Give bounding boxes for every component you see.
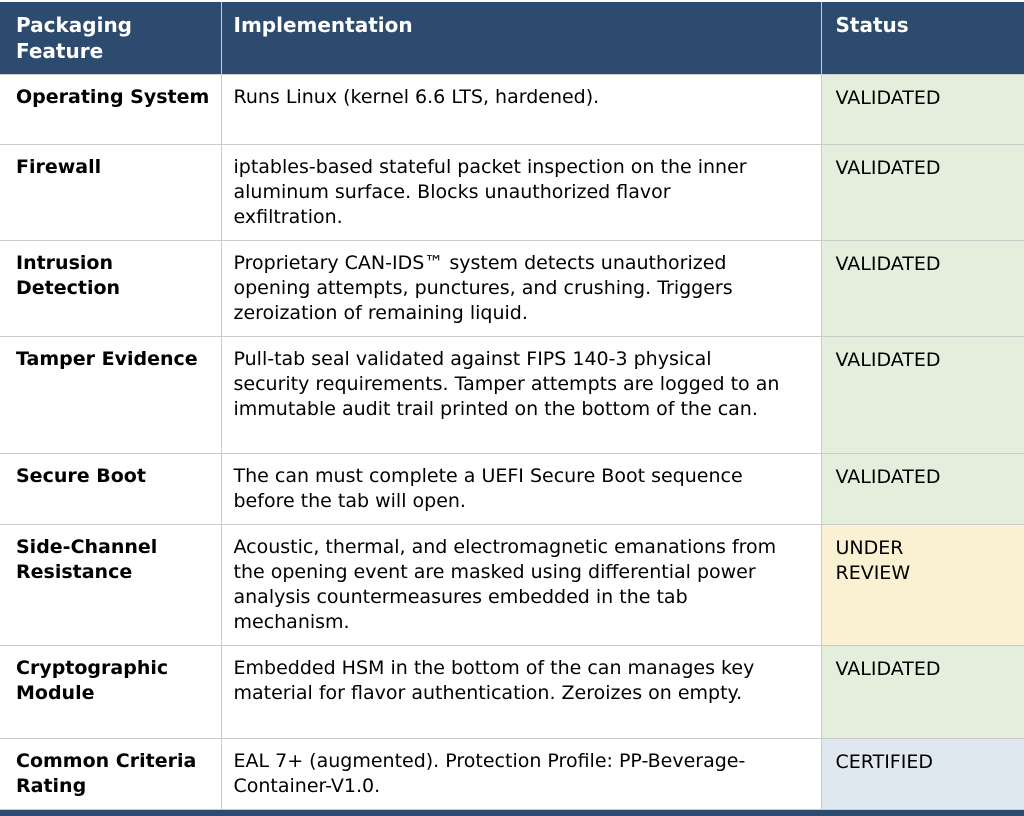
implementation-text: Pull-tab seal validated against FIPS 140…: [233, 348, 780, 420]
feature-cell: Cryptographic Module: [0, 645, 222, 739]
implementation-cell: Pull-tab seal validated against FIPS 140…: [220, 336, 822, 454]
status-cell: VALIDATED: [820, 144, 1024, 241]
implementation-cell: Acoustic, thermal, and electromagnetic e…: [220, 524, 822, 646]
implementation-cell: Proprietary CAN-IDS™ system detects unau…: [220, 240, 822, 337]
feature-cell: Side-Channel Resistance: [0, 524, 222, 646]
table-row-cryptographic-module: Cryptographic Module Embedded HSM in the…: [0, 645, 1024, 739]
implementation-cell: EAL 7+ (augmented). Protection Profile: …: [220, 738, 822, 810]
implementation-text: Proprietary CAN-IDS™ system detects unau…: [233, 252, 733, 324]
implementation-text: Runs Linux (kernel 6.6 LTS, hardened).: [233, 86, 600, 108]
feature-label: Operating System: [16, 86, 210, 108]
feature-label: Intrusion Detection: [16, 252, 121, 299]
feature-label: Side-Channel Resistance: [16, 536, 158, 583]
feature-label: Common Criteria Rating: [16, 750, 197, 797]
implementation-cell: The can must complete a UEFI Secure Boot…: [220, 453, 822, 525]
status-badge: VALIDATED: [835, 658, 941, 680]
feature-cell: Operating System: [0, 74, 222, 145]
status-badge: VALIDATED: [835, 253, 941, 275]
table-row-intrusion-detection: Intrusion Detection Proprietary CAN-IDS™…: [0, 240, 1024, 337]
feature-cell: Firewall: [0, 144, 222, 241]
status-badge: VALIDATED: [835, 157, 941, 179]
implementation-cell: iptables-based stateful packet inspectio…: [220, 144, 822, 241]
implementation-cell: Embedded HSM in the bottom of the can ma…: [220, 645, 822, 739]
table-row-side-channel-resistance: Side-Channel Resistance Acoustic, therma…: [0, 524, 1024, 646]
implementation-text: Acoustic, thermal, and electromagnetic e…: [233, 536, 777, 633]
status-cell: UNDER REVIEW: [820, 524, 1024, 646]
feature-cell: Tamper Evidence: [0, 336, 222, 454]
column-header-status: Status: [820, 2, 1024, 75]
feature-cell: Secure Boot: [0, 453, 222, 525]
implementation-text: The can must complete a UEFI Secure Boot…: [233, 465, 743, 512]
header-row: Packaging Feature Implementation Status: [0, 2, 1024, 75]
table-row-common-criteria-rating: Common Criteria Rating EAL 7+ (augmented…: [0, 738, 1024, 810]
feature-label: Firewall: [16, 156, 102, 178]
table-header: Packaging Feature Implementation Status: [0, 2, 1024, 75]
table-row-tamper-evidence: Tamper Evidence Pull-tab seal validated …: [0, 336, 1024, 454]
status-cell: VALIDATED: [820, 645, 1024, 739]
status-cell: VALIDATED: [820, 453, 1024, 525]
column-header-implementation: Implementation: [220, 2, 822, 75]
feature-label: Cryptographic Module: [16, 657, 169, 704]
implementation-text: EAL 7+ (augmented). Protection Profile: …: [233, 750, 746, 797]
status-badge: VALIDATED: [835, 349, 941, 371]
status-badge: CERTIFIED: [835, 751, 933, 773]
implementation-text: Embedded HSM in the bottom of the can ma…: [233, 657, 755, 704]
table-row-operating-system: Operating System Runs Linux (kernel 6.6 …: [0, 74, 1024, 145]
implementation-cell: Runs Linux (kernel 6.6 LTS, hardened).: [220, 74, 822, 145]
implementation-text: iptables-based stateful packet inspectio…: [233, 156, 747, 228]
feature-label: Tamper Evidence: [16, 348, 198, 370]
feature-cell: Common Criteria Rating: [0, 738, 222, 810]
status-cell: VALIDATED: [820, 74, 1024, 145]
status-cell: VALIDATED: [820, 240, 1024, 337]
feature-label: Secure Boot: [16, 465, 146, 487]
table-row-secure-boot: Secure Boot The can must complete a UEFI…: [0, 453, 1024, 525]
feature-cell: Intrusion Detection: [0, 240, 222, 337]
status-badge: VALIDATED: [835, 466, 941, 488]
status-badge: UNDER REVIEW: [835, 537, 911, 584]
table-body: Operating System Runs Linux (kernel 6.6 …: [0, 74, 1024, 810]
table-row-firewall: Firewall iptables-based stateful packet …: [0, 144, 1024, 241]
status-badge: VALIDATED: [835, 87, 941, 109]
column-header-packaging-feature: Packaging Feature: [0, 2, 222, 75]
status-cell: CERTIFIED: [820, 738, 1024, 810]
status-cell: VALIDATED: [820, 336, 1024, 454]
